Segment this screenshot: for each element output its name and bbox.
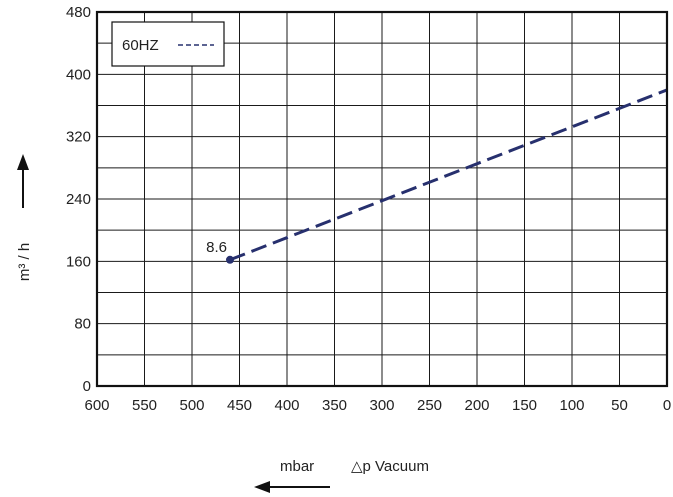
x-axis-label: △p Vacuum: [351, 458, 429, 475]
x-tick-label: 500: [179, 397, 204, 414]
series-line: [229, 88, 668, 262]
series-start-point: [226, 255, 234, 264]
data-annotation: 8.6: [206, 239, 227, 256]
y-axis-label: m³ / h: [16, 243, 33, 281]
y-tick-label: 480: [66, 4, 91, 21]
x-tick-label: 350: [322, 397, 347, 414]
legend-box: [111, 21, 225, 67]
y-tick-labels: 0 80 160 240 320 400 480: [66, 4, 91, 395]
y-tick-label: 240: [66, 191, 91, 208]
x-tick-labels: 600 550 500 450 400 350 300 250 200 150 100 50 0: [84, 397, 671, 414]
y-tick-label: 0: [83, 378, 91, 395]
x-tick-label: 550: [132, 397, 157, 414]
x-tick-label: 300: [369, 397, 394, 414]
y-tick-label: 80: [74, 316, 91, 333]
x-axis-arrow: [254, 481, 330, 493]
x-tick-label: 0: [663, 397, 671, 414]
y-tick-label: 400: [66, 66, 91, 83]
x-tick-label: 50: [611, 397, 628, 414]
x-tick-label: 400: [274, 397, 299, 414]
y-tick-label: 320: [66, 129, 91, 146]
grid: [96, 11, 668, 387]
x-tick-label: 100: [559, 397, 584, 414]
y-axis-arrow: [17, 154, 29, 208]
x-tick-label: 600: [84, 397, 109, 414]
x-tick-label: 150: [512, 397, 537, 414]
x-tick-label: 250: [417, 397, 442, 414]
y-tick-label: 160: [66, 253, 91, 270]
legend-label: 60HZ: [122, 37, 159, 54]
x-tick-label: 450: [227, 397, 252, 414]
series-layer: 8.6: [206, 88, 668, 264]
x-axis-unit-label: mbar: [280, 458, 314, 475]
legend: 60HZ: [111, 21, 225, 67]
plot-frame: [95, 10, 669, 388]
x-tick-label: 200: [464, 397, 489, 414]
